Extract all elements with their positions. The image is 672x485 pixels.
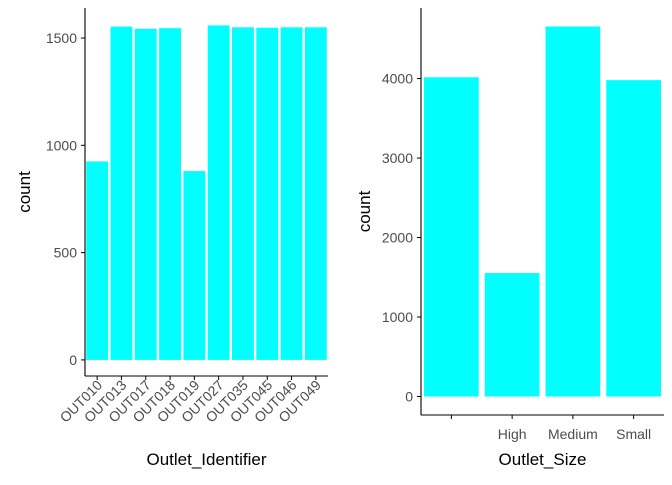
outlet-size-y-axis-title: count	[355, 190, 374, 232]
outlet-size-y-tick-label: 4000	[382, 71, 413, 87]
outlet-identifier-y-tick-label: 500	[54, 245, 78, 261]
outlet-identifier-panel: 050010001500OUT010OUT013OUT017OUT018OUT0…	[15, 8, 328, 469]
outlet-size-bar-small	[606, 80, 661, 397]
outlet-identifier-bar-out017	[134, 28, 157, 360]
outlet-size-bar-blank	[424, 77, 479, 397]
outlet-identifier-bar-out035	[232, 27, 254, 360]
outlet-identifier-bar-out019	[183, 171, 206, 360]
outlet-identifier-y-tick-label: 1000	[46, 137, 77, 153]
outlet-identifier-bar-out018	[159, 28, 181, 360]
outlet-size-y-tick-label: 1000	[382, 309, 413, 325]
outlet-identifier-y-tick-label: 1500	[46, 30, 77, 46]
outlet-identifier-bar-out049	[304, 27, 327, 360]
outlet-size-y-tick-label: 2000	[382, 230, 413, 246]
outlet-identifier-bar-out046	[280, 27, 303, 360]
outlet-size-bar-medium	[545, 26, 601, 397]
outlet-size-x-axis-title: Outlet_Size	[499, 450, 587, 469]
outlet-identifier-bar-out010	[86, 161, 109, 360]
outlet-size-x-tick-label: Small	[616, 426, 651, 442]
outlet-identifier-bar-out027	[207, 25, 230, 360]
outlet-size-x-tick-label: Medium	[548, 426, 598, 442]
outlet-size-y-tick-label: 0	[405, 388, 413, 404]
outlet-identifier-bar-out045	[256, 27, 279, 360]
outlet-identifier-x-axis-title: Outlet_Identifier	[146, 450, 266, 469]
outlet-size-y-tick-label: 3000	[382, 150, 413, 166]
outlet-identifier-bar-out013	[110, 26, 133, 360]
outlet-size-bar-high	[484, 273, 540, 397]
outlet-size-x-tick-label: High	[498, 426, 527, 442]
outlet-identifier-y-tick-label: 0	[69, 352, 77, 368]
outlet-size-panel: 0 1000 2000 3000 4000 High Medium Small Outlet_S…	[355, 8, 664, 469]
outlet-identifier-y-axis-title: count	[15, 171, 34, 213]
